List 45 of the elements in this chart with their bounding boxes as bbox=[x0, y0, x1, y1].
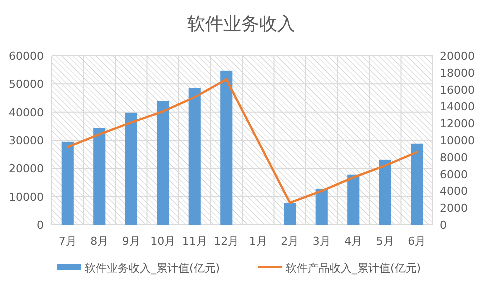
y2-tick-label: 18000 bbox=[440, 66, 475, 80]
x-tick-label: 12月 bbox=[214, 235, 240, 248]
y2-tick-label: 12000 bbox=[440, 118, 475, 131]
x-tick-label: 8月 bbox=[90, 235, 109, 248]
y-tick-label: 0 bbox=[37, 219, 44, 232]
x-tick-label: 7月 bbox=[58, 235, 77, 248]
x-tick-label: 9月 bbox=[122, 235, 140, 248]
y-tick-label: 10000 bbox=[9, 190, 44, 204]
line-series bbox=[66, 78, 418, 204]
x-tick-label: 5月 bbox=[376, 235, 394, 248]
x-tick-label: 4月 bbox=[344, 235, 363, 248]
legend-label: 软件产品收入_累计值(亿元) bbox=[286, 262, 422, 275]
x-tick-label: 3月 bbox=[312, 235, 331, 248]
bar bbox=[188, 88, 201, 225]
x-tick-label: 11月 bbox=[182, 235, 208, 248]
bar bbox=[316, 188, 328, 225]
y2-tick-label: 4000 bbox=[440, 185, 468, 198]
y-tick-label: 50000 bbox=[9, 78, 44, 92]
y2-tick-label: 0 bbox=[440, 219, 447, 232]
y2-tick-label: 16000 bbox=[440, 84, 475, 97]
x-tick-label: 2月 bbox=[281, 235, 300, 248]
bar bbox=[157, 101, 170, 225]
bar bbox=[379, 160, 392, 225]
y-tick-label: 60000 bbox=[9, 50, 44, 63]
bar bbox=[411, 144, 424, 225]
bar bbox=[348, 174, 360, 225]
y2-tick-label: 10000 bbox=[440, 134, 475, 148]
y-tick-label: 40000 bbox=[9, 106, 44, 120]
y2-tick-label: 2000 bbox=[440, 202, 468, 216]
y2-tick-label: 14000 bbox=[440, 100, 475, 114]
y2-tick-label: 6000 bbox=[440, 168, 468, 182]
chart-title: 软件业务收入 bbox=[188, 14, 296, 35]
x-tick-label: 6月 bbox=[408, 235, 426, 248]
y2-tick-label: 8000 bbox=[440, 151, 468, 164]
x-tick-label: 10月 bbox=[150, 235, 176, 248]
bar bbox=[62, 142, 74, 225]
y-tick-label: 20000 bbox=[9, 162, 44, 176]
legend-label: 软件业务收入_累计值(亿元) bbox=[85, 262, 220, 275]
bar bbox=[284, 203, 296, 225]
bar bbox=[94, 128, 106, 225]
y2-tick-label: 20000 bbox=[440, 50, 475, 63]
bar bbox=[125, 112, 138, 225]
y-tick-label: 30000 bbox=[9, 134, 44, 148]
x-tick-label: 1月 bbox=[249, 235, 268, 248]
bar bbox=[220, 70, 233, 225]
